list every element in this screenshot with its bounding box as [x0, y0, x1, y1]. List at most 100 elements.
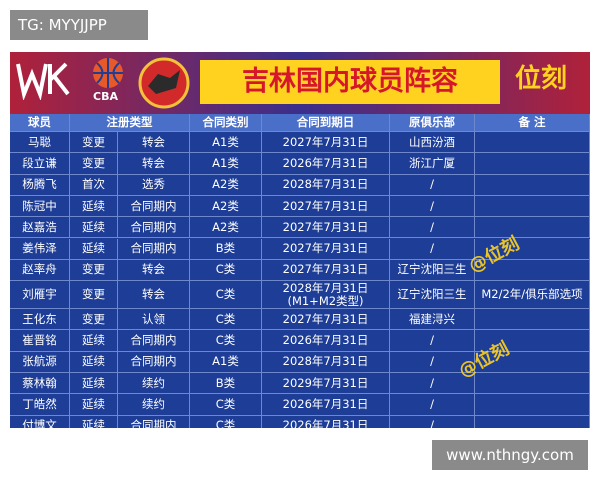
table-cell [475, 330, 590, 352]
table-cell: / [390, 373, 475, 395]
cell-text: 刘雁宇 [22, 287, 57, 302]
table-cell: 2026年7月31日 [262, 153, 390, 175]
table-cell: 转会 [118, 259, 190, 282]
table-cell: / [390, 174, 475, 196]
cell-text: 延续 [82, 198, 105, 213]
table-cell: C类 [190, 259, 262, 282]
cell-text: 转会 [142, 287, 165, 302]
cell-text: 王化东 [22, 311, 57, 326]
table-cell: A1类 [190, 132, 262, 154]
cell-text: 变更 [82, 134, 105, 149]
table-cell: 2027年7月31日 [262, 217, 390, 239]
table-cell: 丁皓然 [10, 394, 70, 416]
cell-text: / [430, 219, 434, 234]
table-cell: 2027年7月31日 [262, 309, 390, 331]
table-cell: 付博文 [10, 415, 70, 428]
table-cell: / [390, 415, 475, 428]
table-cell [475, 259, 590, 282]
cell-text: 合同期内 [130, 418, 177, 428]
ball-logo [93, 58, 123, 88]
cell-text: / [430, 198, 434, 213]
title: 吉林国内球员阵容 [200, 60, 500, 104]
table-cell: / [390, 330, 475, 352]
table-cell: 2026年7月31日 [262, 330, 390, 352]
table-cell: 变更 [70, 259, 118, 282]
cell-text: 杨腾飞 [22, 177, 57, 192]
cell-text: 延续 [82, 333, 105, 348]
table-cell: 2028年7月31日 (M1+M2类型) [262, 280, 390, 310]
table-cell: 合同期内 [118, 351, 190, 373]
cell-text: C类 [215, 262, 236, 277]
table-cell: 2029年7月31日 [262, 373, 390, 395]
table-cell: 变更 [70, 153, 118, 175]
table-cell: / [390, 351, 475, 373]
channel-label: TG: MYYJJPP [10, 10, 148, 40]
table-cell: 变更 [70, 132, 118, 154]
table-cell: A2类 [190, 217, 262, 239]
table-cell: C类 [190, 309, 262, 331]
column-header: 合同到期日 [262, 114, 390, 132]
header-text: 注册类型 [106, 115, 153, 129]
cell-text: 福建浔兴 [409, 311, 455, 326]
cell-text: 转会 [142, 155, 165, 170]
table-cell: C类 [190, 415, 262, 428]
cell-text: 2028年7月31日 [282, 177, 369, 192]
table-cell: C类 [190, 281, 262, 310]
header-text: 备 注 [518, 115, 546, 129]
table-cell: 王化东 [10, 309, 70, 331]
table-cell: 延续 [70, 351, 118, 373]
cell-text: (M1+M2类型) [287, 293, 364, 308]
table-cell [475, 238, 590, 260]
cell-text: 2028年7月31日 [282, 280, 369, 295]
cell-text: C类 [215, 287, 236, 302]
table-cell: 福建浔兴 [390, 309, 475, 331]
cell-text: 辽宁沈阳三生 [397, 287, 467, 302]
table-cell [475, 373, 590, 395]
header-text: 原俱乐部 [409, 115, 455, 129]
cell-text: / [430, 375, 434, 390]
table-cell: 首次 [70, 174, 118, 196]
cell-text: C类 [215, 311, 236, 326]
table-cell: A2类 [190, 174, 262, 196]
table-cell: 浙江广厦 [390, 153, 475, 175]
table-cell: 认领 [118, 309, 190, 331]
table-cell: 延续 [70, 238, 118, 260]
cell-text: 合同期内 [130, 219, 177, 234]
table-cell: 选秀 [118, 174, 190, 196]
cell-text: 山西汾酒 [409, 134, 455, 149]
table-cell: A2类 [190, 195, 262, 218]
table-cell: / [390, 394, 475, 416]
logo-mark [16, 62, 70, 100]
cell-text: 选秀 [142, 177, 165, 192]
table-cell: 2027年7月31日 [262, 132, 390, 154]
cell-text: 合同期内 [130, 241, 177, 256]
table-cell: B类 [190, 373, 262, 395]
cell-text: 2026年7月31日 [282, 418, 369, 428]
table-cell [475, 132, 590, 154]
cell-text: 合同期内 [130, 333, 177, 348]
cell-text: A2类 [212, 219, 239, 234]
table-cell: 合同期内 [118, 330, 190, 352]
table-cell: 合同期内 [118, 238, 190, 260]
cell-text: 变更 [82, 311, 105, 326]
cell-text: 2029年7月31日 [282, 375, 369, 390]
table-cell: 延续 [70, 217, 118, 239]
watermark-url: www.nthngy.com [432, 440, 588, 470]
cell-text: 张航源 [22, 354, 57, 369]
table-cell: 合同期内 [118, 195, 190, 218]
cell-text: 2027年7月31日 [282, 241, 369, 256]
column-header: 合同类别 [190, 114, 262, 132]
table-cell: 延续 [70, 373, 118, 395]
table-cell: B类 [190, 238, 262, 260]
cell-text: 延续 [82, 375, 105, 390]
cell-text: / [430, 333, 434, 348]
header-text: 合同类别 [202, 115, 249, 129]
table-cell: 刘雁宇 [10, 281, 70, 310]
cell-text: 赵嘉浩 [22, 219, 57, 234]
table-cell [475, 153, 590, 175]
cell-text: 2026年7月31日 [282, 333, 369, 348]
table-cell: 转会 [118, 153, 190, 175]
table-cell [475, 394, 590, 416]
cell-text: 合同期内 [130, 354, 177, 369]
